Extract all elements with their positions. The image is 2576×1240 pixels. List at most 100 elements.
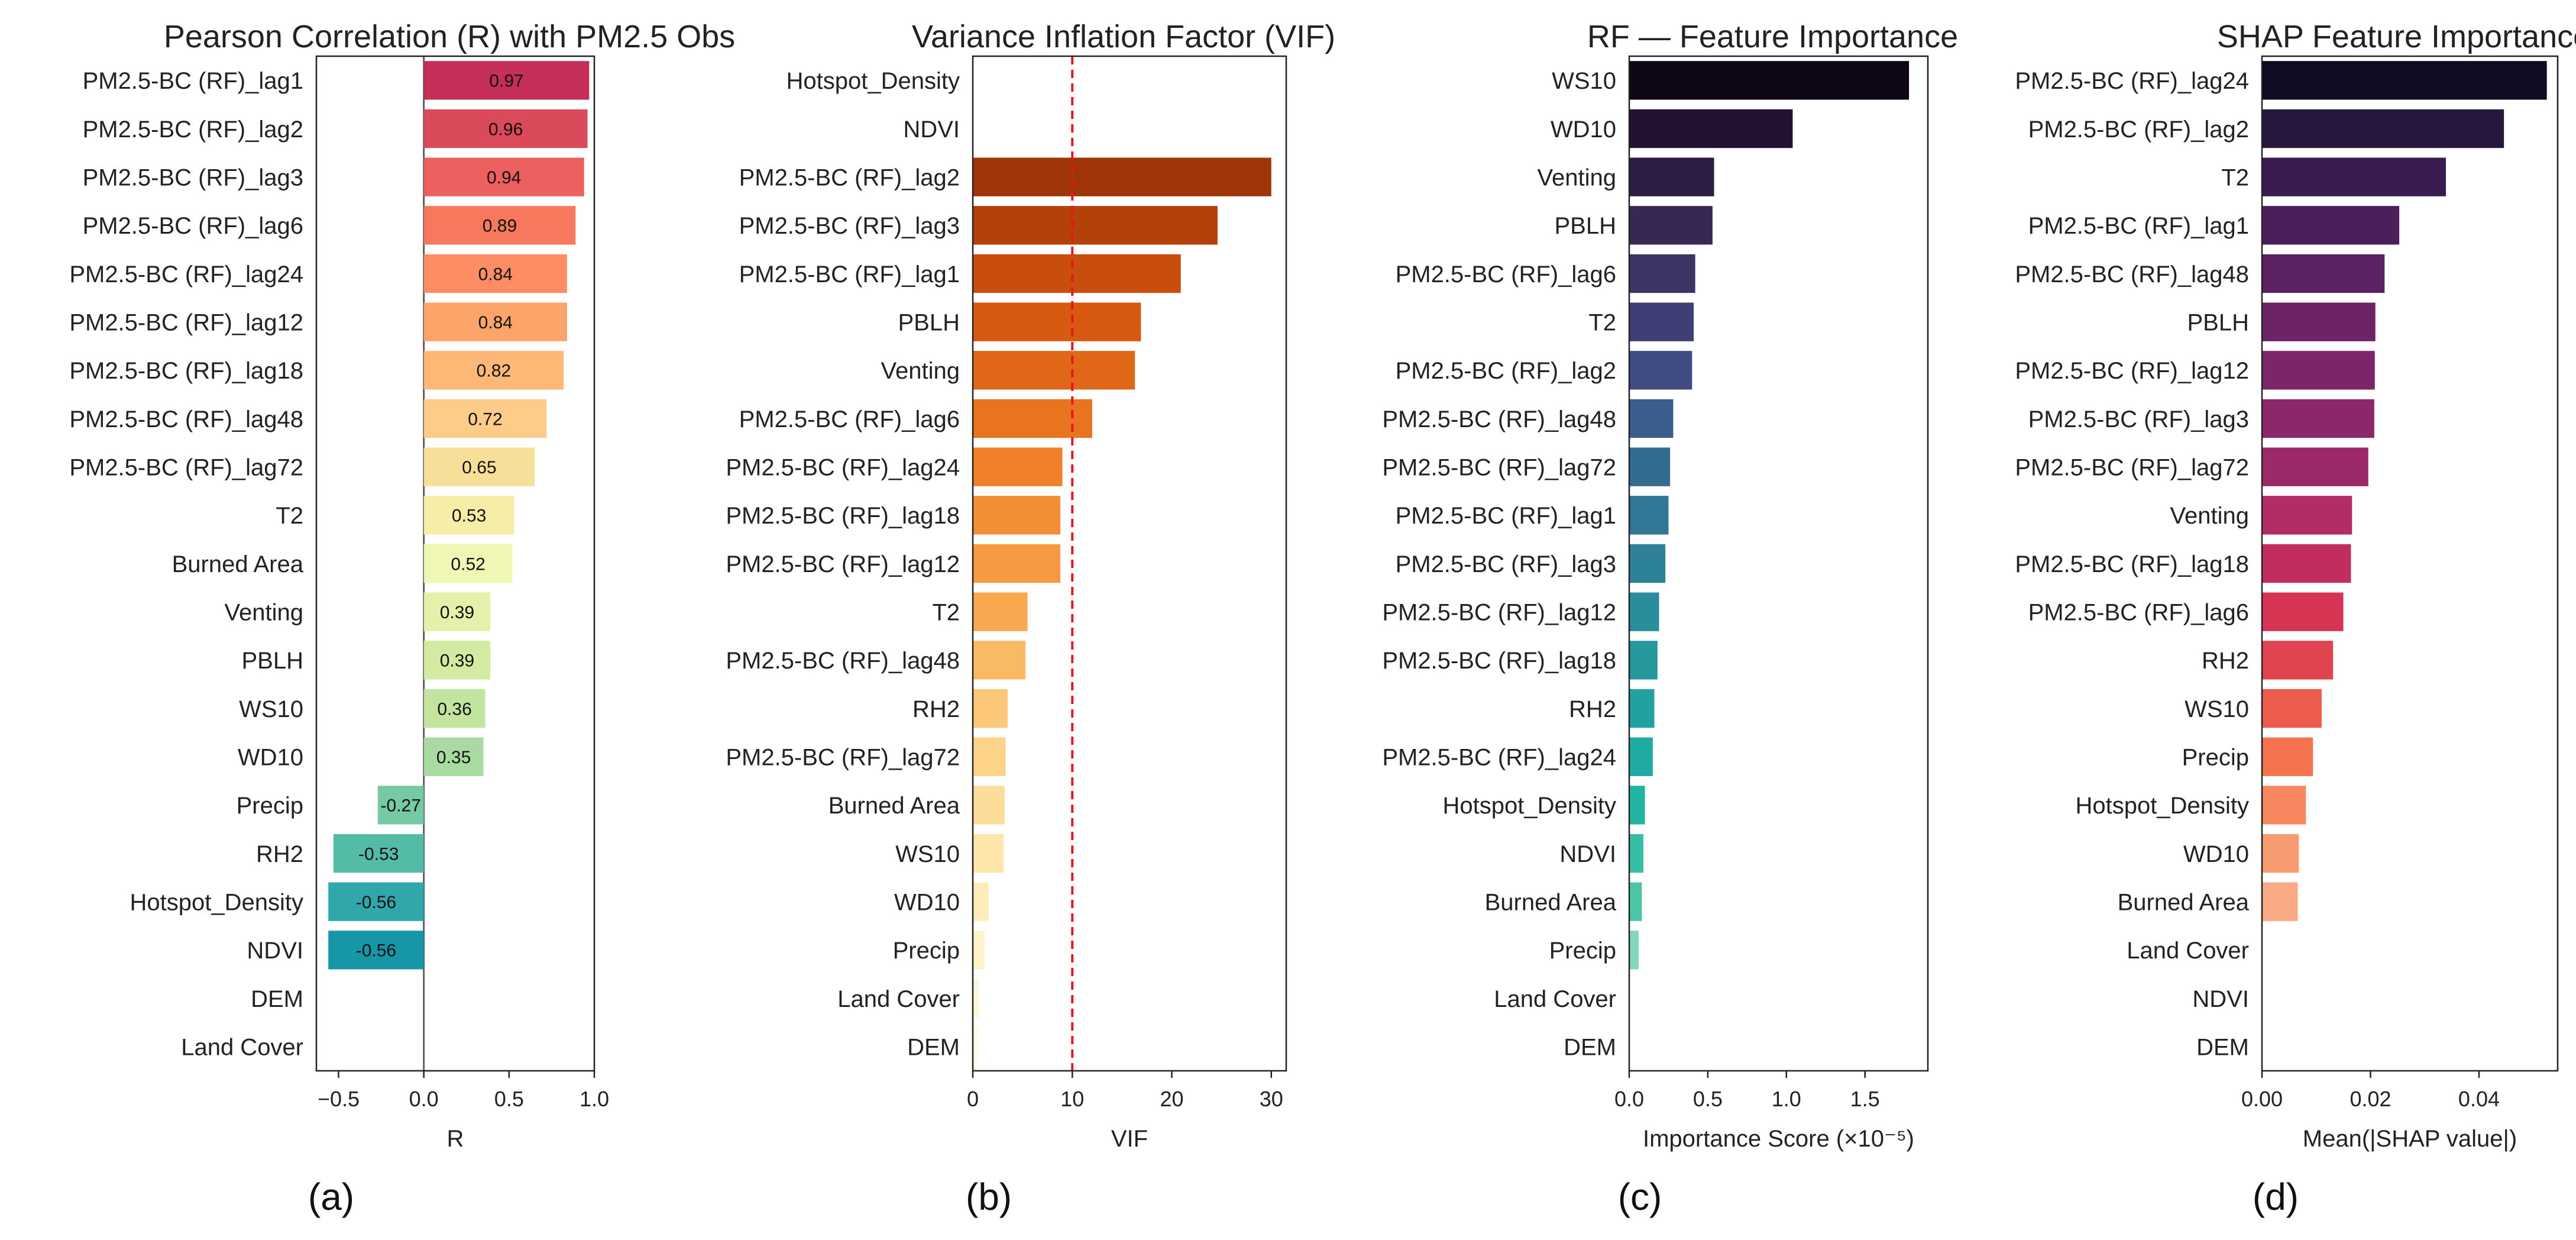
x-axis-label: R [447, 1126, 464, 1152]
bar-9 [423, 447, 535, 486]
category-label: Precip [237, 793, 303, 819]
bar-18 [328, 882, 424, 921]
bar-15 [1629, 737, 1653, 776]
bar-10 [423, 496, 514, 535]
category-label: PM2.5-BC (RF)_lag48 [69, 406, 303, 432]
bar-5 [1629, 254, 1695, 293]
category-label: PBLH [2187, 310, 2250, 336]
bar-5 [423, 254, 567, 293]
x-tick-label: 0.0 [1614, 1087, 1644, 1111]
bar-19 [973, 931, 985, 970]
value-label: 0.36 [437, 699, 471, 719]
bar-13 [2262, 641, 2334, 680]
category-label: PM2.5-BC (RF)_lag48 [1382, 406, 1616, 432]
category-label: PM2.5-BC (RF)_lag18 [726, 503, 960, 529]
category-label: PM2.5-BC (RF)_lag3 [1396, 551, 1616, 577]
value-label: -0.56 [356, 893, 396, 912]
x-tick-label: 0.5 [1693, 1087, 1723, 1111]
category-label: PM2.5-BC (RF)_lag2 [2028, 117, 2249, 143]
category-label: PM2.5-BC (RF)_lag6 [83, 213, 303, 239]
bar-3 [973, 157, 1271, 196]
bar-1 [2262, 61, 2547, 100]
bar-3 [2262, 157, 2446, 196]
chart-title: RF — Feature Importance [1587, 19, 1958, 54]
category-label: PM2.5-BC (RF)_lag24 [69, 261, 303, 288]
category-label: WS10 [1552, 68, 1616, 94]
bar-7 [2262, 351, 2375, 390]
value-label: 0.72 [468, 409, 502, 429]
bar-16 [377, 786, 424, 825]
bar-8 [423, 399, 547, 438]
category-label: PM2.5-BC (RF)_lag12 [2015, 358, 2249, 384]
category-label: WD10 [1551, 117, 1616, 143]
category-label: RH2 [1569, 696, 1616, 722]
category-label: PM2.5-BC (RF)_lag24 [726, 455, 960, 481]
bar-9 [2262, 447, 2368, 486]
bar-14 [1629, 689, 1655, 728]
bar-6 [2262, 302, 2376, 341]
bar-14 [2262, 689, 2322, 728]
bar-7 [1629, 351, 1692, 390]
category-label: Land Cover [181, 1035, 303, 1061]
category-label: PM2.5-BC (RF)_lag72 [69, 455, 303, 481]
value-label: 0.82 [477, 361, 511, 381]
bar-1 [1629, 61, 1910, 100]
category-label: Burned Area [2118, 890, 2250, 916]
category-label: PM2.5-BC (RF)_lag18 [1382, 648, 1616, 674]
bar-10 [1629, 496, 1669, 535]
bar-15 [973, 737, 1006, 776]
x-tick-label: 0.04 [2458, 1087, 2500, 1111]
value-label: 0.39 [440, 651, 474, 671]
category-label: PM2.5-BC (RF)_lag1 [83, 68, 303, 94]
value-label: 0.52 [451, 554, 485, 574]
category-label: PM2.5-BC (RF)_lag1 [739, 261, 960, 288]
category-label: PM2.5-BC (RF)_lag72 [726, 745, 960, 771]
axes-frame [2261, 55, 2559, 1072]
category-label: RH2 [256, 841, 303, 867]
x-axis-label: Importance Score (×10⁻⁵) [1643, 1126, 1914, 1152]
bar-10 [2262, 496, 2352, 535]
category-label: DEM [1564, 1035, 1616, 1061]
bar-2 [2262, 109, 2504, 148]
panel-b: Variance Inflation Factor (VIF) Hotspot_D… [726, 19, 1335, 1218]
category-label: RH2 [912, 696, 960, 722]
bar-4 [1629, 206, 1713, 245]
category-label: PM2.5-BC (RF)_lag3 [2028, 406, 2249, 432]
bar-9 [973, 447, 1063, 486]
bar-4 [423, 206, 576, 245]
category-label: DEM [251, 986, 303, 1012]
chart-title: Variance Inflation Factor (VIF) [912, 19, 1335, 54]
category-label: Precip [1549, 938, 1616, 964]
bar-17 [973, 834, 1004, 873]
category-label: PBLH [898, 310, 960, 336]
category-label: PBLH [1555, 213, 1617, 239]
bar-16 [2262, 786, 2306, 825]
bar-21 [973, 1027, 978, 1066]
bar-5 [2262, 254, 2385, 293]
value-label: 0.84 [478, 313, 513, 332]
category-label: Venting [1538, 165, 1616, 191]
bar-17 [1629, 834, 1643, 873]
bar-18 [1629, 882, 1642, 921]
category-label: PBLH [242, 648, 304, 674]
bar-18 [2262, 882, 2298, 921]
chart-title: Pearson Correlation (R) with PM2.5 Obs [164, 19, 735, 54]
category-label: NDVI [1559, 841, 1616, 867]
bar-15 [2262, 737, 2313, 776]
category-label: DEM [907, 1035, 960, 1061]
category-label: PM2.5-BC (RF)_lag24 [1382, 745, 1616, 771]
bar-13 [423, 641, 491, 680]
bar-20 [973, 979, 979, 1018]
bar-14 [973, 689, 1008, 728]
category-label: NDVI [2192, 986, 2249, 1012]
x-tick-label: 20 [1160, 1087, 1183, 1111]
bar-6 [423, 302, 567, 341]
bar-10 [973, 496, 1061, 535]
category-label: RH2 [2202, 648, 2249, 674]
value-label: 0.84 [478, 264, 513, 284]
x-tick-label: 1.0 [580, 1087, 609, 1111]
category-label: PM2.5-BC (RF)_lag2 [739, 165, 960, 191]
value-label: -0.53 [358, 844, 399, 864]
bar-11 [2262, 544, 2351, 583]
panel-caption: (b) [966, 1176, 1012, 1218]
